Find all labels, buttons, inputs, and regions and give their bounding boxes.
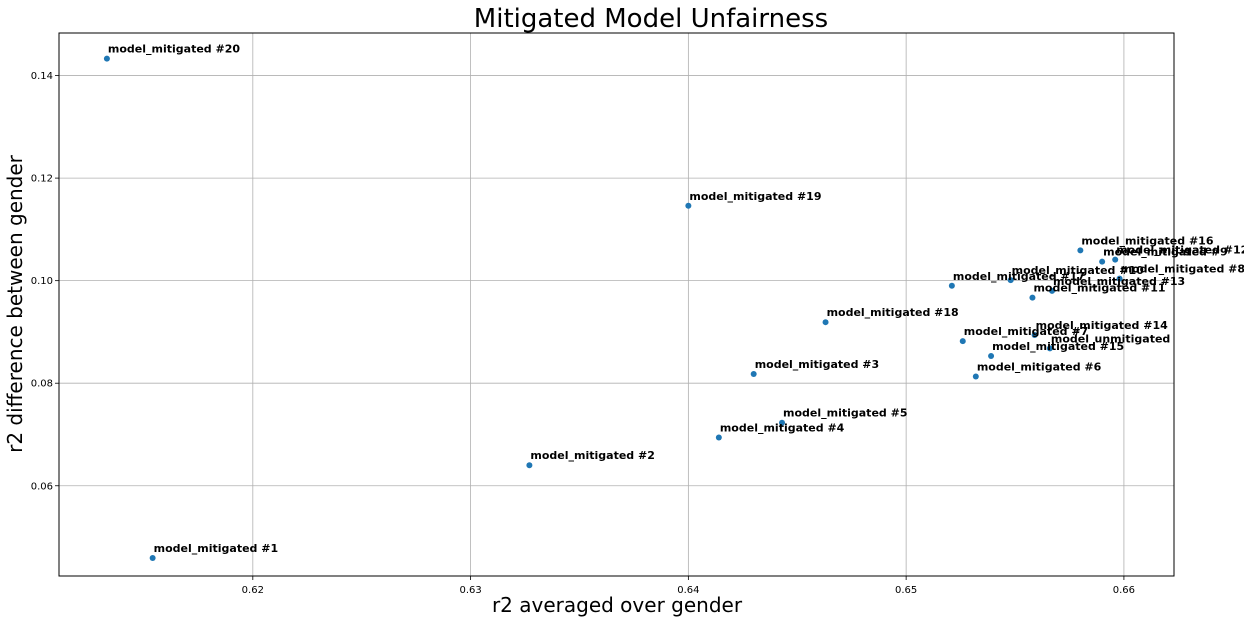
data-point-label: model_mitigated #15 (992, 340, 1124, 353)
data-point (822, 319, 829, 326)
data-point (685, 202, 692, 209)
data-point (1099, 258, 1106, 265)
data-point-label: model_mitigated #9 (1103, 246, 1227, 259)
data-point-label: model_mitigated #18 (827, 306, 959, 319)
chart-title: Mitigated Model Unfairness (474, 4, 828, 34)
data-point (1112, 256, 1119, 263)
data-point-label: model_mitigated #13 (1053, 275, 1185, 288)
data-point (103, 55, 110, 62)
data-point (1031, 332, 1038, 339)
y-tick-label: 0.06 (31, 481, 53, 492)
data-point-label: model_mitigated #4 (720, 422, 845, 435)
data-point-label: model_unmitigated (1051, 332, 1170, 345)
grid-layer (59, 33, 1174, 576)
x-tick-label: 0.62 (242, 585, 264, 596)
data-point-label: model_mitigated #3 (755, 358, 879, 371)
ticks-layer: 0.62 0.63 0.64 0.65 0.66 0.06 0.08 0.10 0.12 0.14 (31, 71, 1135, 596)
data-point (1049, 287, 1056, 294)
x-tick-label: 0.65 (895, 585, 917, 596)
data-point-label: model_mitigated #17 (953, 270, 1085, 283)
data-point (526, 462, 533, 469)
data-point-label: model_mitigated #2 (530, 449, 654, 462)
data-point (1077, 247, 1084, 254)
data-point-label: model_mitigated #20 (108, 43, 240, 56)
x-tick-label: 0.66 (1113, 585, 1135, 596)
x-tick-label: 0.63 (459, 585, 481, 596)
x-tick-label: 0.64 (677, 585, 699, 596)
y-axis-label: r2 difference between gender (3, 154, 27, 453)
data-point-label: model_mitigated #7 (964, 325, 1088, 338)
data-point-label: model_mitigated #5 (783, 407, 907, 420)
data-point-label: model_mitigated #6 (977, 361, 1102, 374)
data-point (715, 434, 722, 441)
data-point (1029, 294, 1036, 301)
data-point (988, 353, 995, 360)
data-point (959, 338, 966, 345)
data-point-label: model_mitigated #16 (1081, 234, 1213, 247)
data-point (972, 373, 979, 380)
data-point-label: model_mitigated #1 (154, 542, 278, 555)
data-point-label: model_mitigated #19 (689, 190, 821, 203)
data-point (1007, 277, 1014, 284)
data-point (779, 419, 786, 426)
data-point (750, 370, 757, 377)
y-tick-label: 0.10 (31, 276, 53, 287)
data-point-label: model_mitigated #8 (1121, 263, 1244, 276)
data-point (1046, 345, 1053, 352)
data-point-label: model_mitigated #10 (1012, 264, 1144, 277)
data-point (1116, 275, 1123, 282)
data-point (948, 282, 955, 289)
points-layer (103, 55, 1123, 562)
data-point-label: model_mitigated #11 (1033, 282, 1165, 295)
point-labels-layer: model_mitigated #20 model_mitigated #1 mod… (108, 43, 1244, 555)
plot-area-frame (58, 32, 1175, 577)
data-point (149, 555, 156, 562)
y-tick-label: 0.14 (31, 71, 53, 82)
y-tick-label: 0.08 (31, 379, 53, 390)
x-axis-label: r2 averaged over gender (492, 593, 743, 617)
data-point-label: model_mitigated #12 (1116, 244, 1244, 257)
y-tick-label: 0.12 (31, 174, 53, 185)
data-point-label: model_mitigated #14 (1036, 319, 1168, 332)
